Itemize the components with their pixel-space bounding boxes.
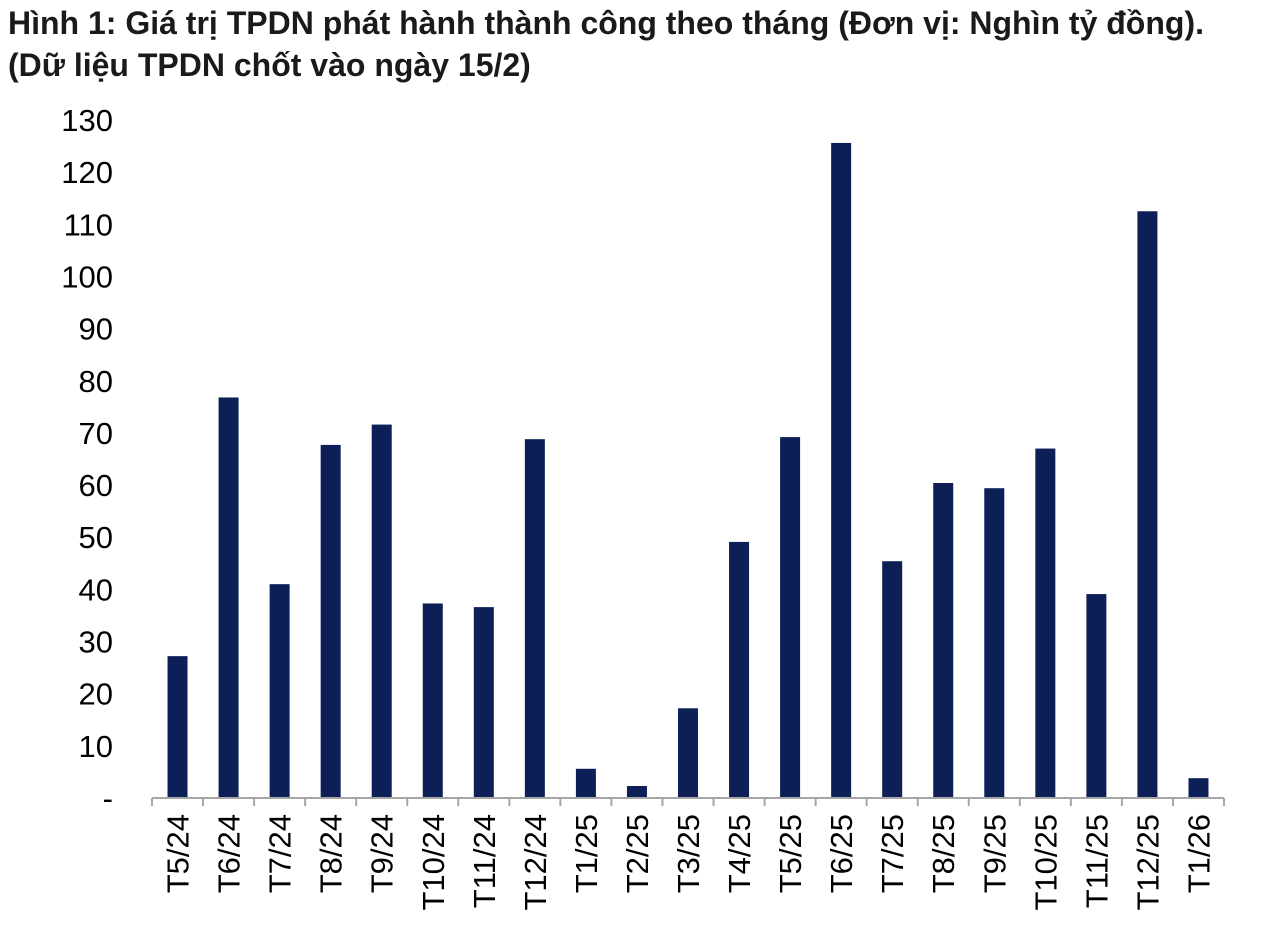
- x-tick-label: T4/25: [722, 814, 757, 893]
- bar-t3-25: [678, 708, 698, 798]
- x-tick-label: T10/25: [1028, 814, 1063, 911]
- x-axis-labels: T5/24 T6/24 T7/24 T8/24 T9/24 T10/24 T11/24 T12…: [161, 814, 1217, 911]
- y-tick-label: 100: [61, 259, 113, 294]
- x-tick-label: T6/25: [824, 814, 859, 893]
- bar-t5-25: [780, 437, 801, 798]
- x-tick-label: T8/25: [926, 814, 961, 893]
- x-tick-label: T12/25: [1130, 814, 1165, 911]
- bar-t11-25: [1086, 594, 1107, 798]
- bar-t9-25: [984, 488, 1005, 798]
- bar-t4-25: [729, 541, 750, 798]
- bar-t10-24: [422, 603, 443, 798]
- x-tick-label: T12/24: [518, 814, 553, 911]
- y-tick-label: 80: [79, 364, 113, 399]
- y-tick-label: 90: [79, 312, 113, 347]
- x-tick-label: T11/24: [467, 814, 502, 908]
- bar-t10-25: [1035, 448, 1056, 798]
- x-tick-label: T5/25: [773, 814, 808, 893]
- x-tick-label: T3/25: [671, 814, 706, 893]
- x-tick-label: T7/25: [875, 814, 910, 893]
- bar-t1-26: [1188, 778, 1209, 798]
- bar-t7-24: [269, 584, 290, 798]
- x-tick-label: T7/24: [263, 814, 298, 893]
- y-axis-labels: - 10 20 30 40 50 60 70 80 90 100 110 120 130: [61, 103, 113, 816]
- y-tick-label: 70: [79, 416, 113, 451]
- x-tick-label: T2/25: [620, 814, 655, 893]
- bar-t12-24: [524, 439, 545, 798]
- chart-title: Hình 1: Giá trị TPDN phát hành thành côn…: [8, 5, 1204, 83]
- bar-t7-25: [882, 561, 903, 798]
- x-tick-label: T9/25: [977, 814, 1012, 893]
- bar-t8-24: [320, 444, 341, 798]
- bar-t2-25: [626, 786, 647, 798]
- y-tick-label: 120: [61, 155, 113, 190]
- bar-t6-25: [831, 142, 852, 798]
- bar-t11-24: [473, 607, 494, 798]
- x-tick-label: T6/24: [212, 814, 247, 893]
- y-tick-label: 60: [79, 468, 113, 503]
- bar-t1-25: [575, 768, 596, 798]
- x-tick-label: T1/26: [1181, 814, 1216, 893]
- y-tick-label: 30: [79, 625, 113, 660]
- y-tick-label: 10: [79, 729, 113, 764]
- y-tick-label: 130: [61, 103, 113, 138]
- bars: [167, 142, 1209, 798]
- x-tick-label: T9/24: [365, 814, 400, 893]
- y-tick-label: 110: [64, 207, 113, 242]
- x-tick-label: T11/25: [1079, 814, 1114, 908]
- x-tick-label: T5/24: [161, 814, 196, 893]
- y-tick-label: 40: [79, 572, 113, 607]
- x-tick-label: T1/25: [569, 814, 604, 893]
- x-tick-label: T10/24: [416, 814, 451, 911]
- bar-t9-24: [371, 424, 392, 798]
- y-tick-label: 50: [79, 520, 113, 555]
- x-axis: [151, 797, 1225, 806]
- bar-t8-25: [933, 482, 954, 798]
- bar-t12-25: [1137, 211, 1158, 798]
- bar-t6-24: [218, 397, 239, 798]
- bar-t5-24: [167, 656, 188, 798]
- y-tick-label: -: [103, 781, 113, 816]
- x-tick-label: T8/24: [314, 814, 349, 893]
- y-tick-label: 20: [79, 677, 113, 712]
